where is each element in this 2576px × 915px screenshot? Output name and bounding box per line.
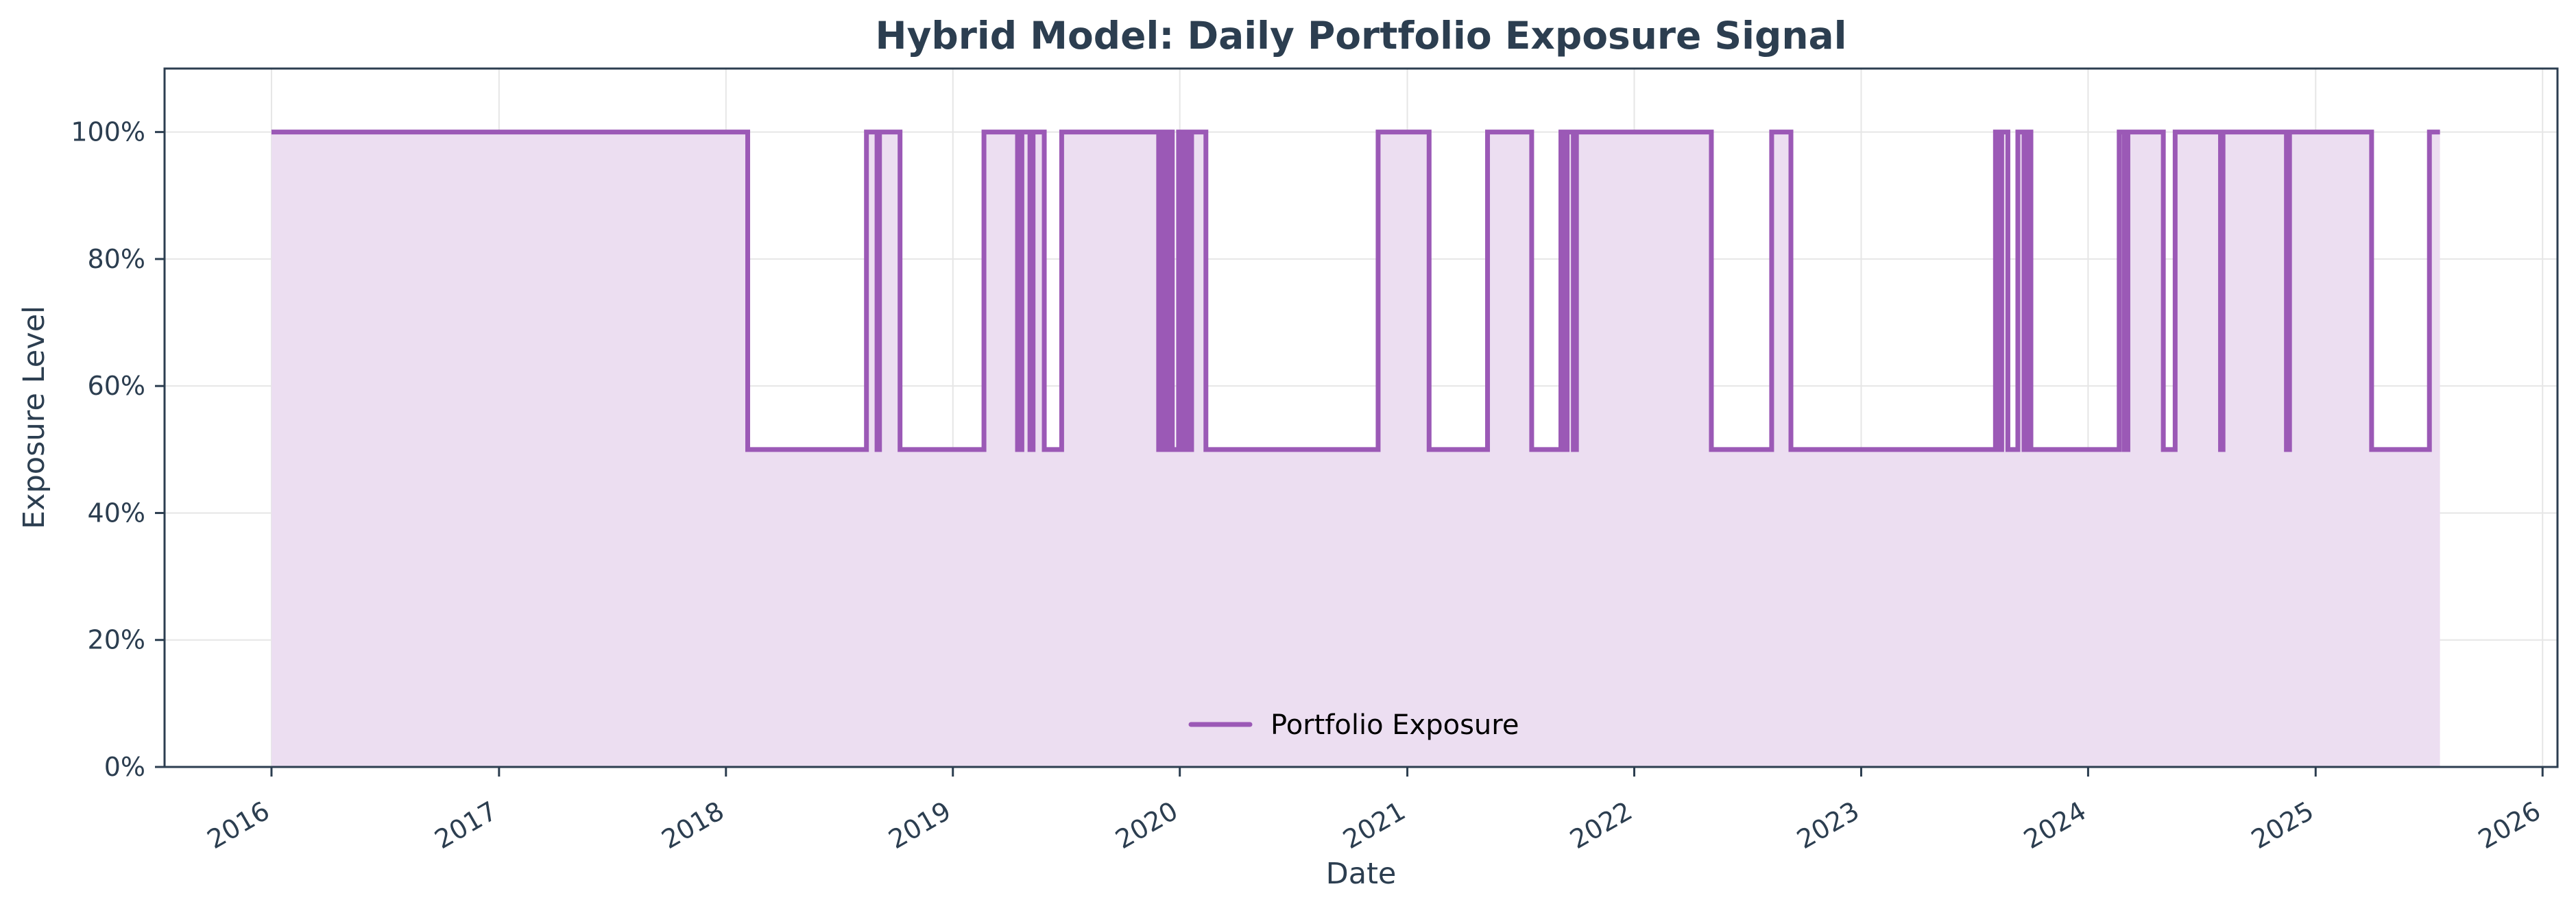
line-layer	[271, 130, 2440, 452]
y-tick-label: 20%	[88, 625, 145, 655]
x-tick-label: 2026	[2473, 796, 2546, 855]
chart-title: Hybrid Model: Daily Portfolio Exposure S…	[876, 14, 1847, 58]
legend: Portfolio Exposure	[1188, 709, 1519, 741]
exposure-line	[271, 130, 2440, 452]
x-tick-label: 2024	[2019, 796, 2091, 855]
x-axis-label: Date	[1326, 857, 1397, 891]
y-tick-label: 60%	[88, 371, 145, 401]
x-tick-label: 2018	[657, 796, 730, 855]
legend-label: Portfolio Exposure	[1271, 709, 1519, 741]
y-axis-label: Exposure Level	[17, 306, 51, 529]
plot-frame	[163, 67, 2559, 768]
y-tick-label: 100%	[71, 117, 145, 147]
x-tick-label: 2025	[2246, 796, 2319, 855]
x-tick-label: 2017	[430, 796, 503, 855]
x-tick-label: 2016	[202, 796, 275, 855]
y-tick-label: 0%	[104, 752, 145, 782]
y-tick-label: 80%	[88, 244, 145, 274]
x-tick-label: 2021	[1338, 796, 1410, 855]
axes-layer	[163, 67, 2559, 768]
x-tick-label: 2019	[883, 796, 956, 855]
x-tick-label: 2020	[1110, 796, 1183, 855]
y-tick-label: 40%	[88, 498, 145, 528]
x-tick-label: 2023	[1792, 796, 1864, 855]
x-tick-label: 2022	[1565, 796, 1637, 855]
